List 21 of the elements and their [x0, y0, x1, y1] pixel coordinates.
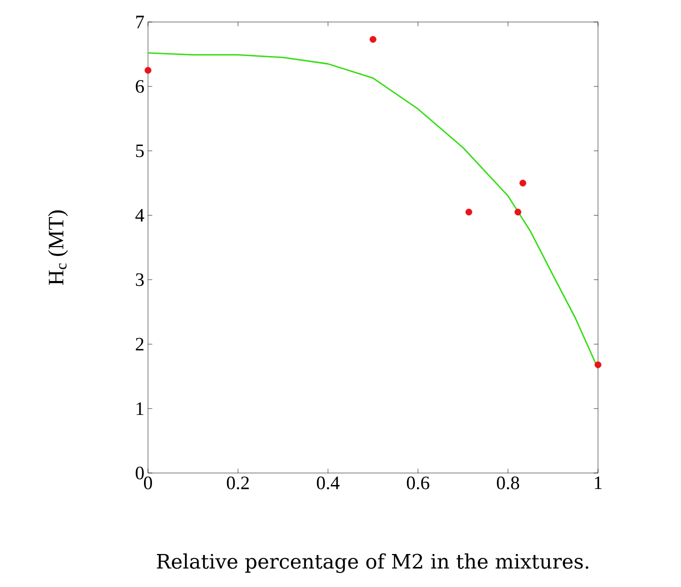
y-axis-title: H$_{c}$ (MT): [48, 210, 68, 285]
x-tick-label: 0.8: [496, 476, 520, 490]
y-tick-label: 1: [136, 402, 144, 415]
y-tick-label: 4: [135, 209, 144, 222]
y-tick-label: 6: [136, 80, 144, 93]
point: [514, 208, 522, 216]
point: [519, 180, 526, 186]
point: [370, 36, 376, 43]
x-axis-title: Relative percentage of M2 in the mixtures.: [156, 553, 588, 573]
x-tick-label: 0.6: [406, 476, 430, 490]
y-tick-label: 5: [136, 144, 144, 158]
x-tick-label: 0.2: [226, 476, 249, 490]
point: [465, 208, 472, 216]
y-tick-label: 7: [136, 16, 144, 28]
y-tick-label: 0: [136, 466, 144, 480]
x-tick-label: 1: [594, 476, 602, 490]
point: [144, 66, 152, 74]
point: [594, 361, 602, 368]
y-tick-label: 2: [136, 338, 144, 350]
y-tick-label: 3: [136, 273, 144, 286]
x-tick-label: 0.4: [316, 476, 340, 490]
